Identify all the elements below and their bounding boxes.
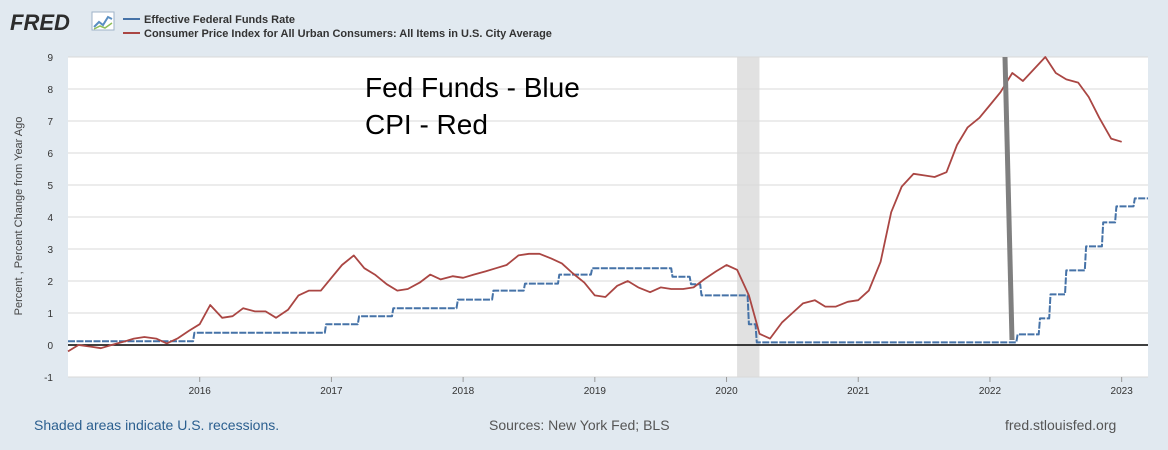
y-tick-label: 5 [47,181,53,192]
x-tick-label: 2017 [320,386,343,397]
x-tick-label: 2021 [847,386,870,397]
vertical-marker [1002,56,1015,341]
x-tick-label: 2023 [1111,386,1134,397]
y-tick-label: 2 [47,277,53,288]
y-tick-label: 0 [47,341,53,352]
legend-label-fed-funds[interactable]: Effective Federal Funds Rate [144,14,295,26]
recession-note-link[interactable]: Shaded areas indicate U.S. recessions. [34,417,280,433]
sources-note: Sources: New York Fed; BLS [489,417,670,433]
x-tick-label: 2019 [584,386,607,397]
fred-logo[interactable]: FRED [10,10,115,35]
y-tick-label: 1 [47,309,53,320]
y-tick-label: 4 [47,213,53,224]
y-tick-label: -1 [44,373,53,384]
series [67,56,1148,353]
y-axis-title: Percent , Percent Change from Year Ago [13,117,25,316]
x-tick-label: 2018 [452,386,475,397]
annotation-fed-funds: Fed Funds - Blue [365,72,580,103]
x-tick-label: 2016 [189,386,212,397]
y-tick-label: 6 [47,149,53,160]
y-tick-label: 7 [47,117,53,128]
fred-site-link[interactable]: fred.stlouisfed.org [1005,417,1117,433]
fred-logo-text: FRED [10,10,70,35]
legend: Effective Federal Funds Rate Consumer Pr… [123,14,552,40]
cpi-line [67,56,1122,353]
fed-funds-line [68,197,1148,344]
y-tick-label: 9 [47,53,53,64]
x-tick-label: 2022 [979,386,1002,397]
x-tick-label: 2020 [715,386,738,397]
legend-label-cpi[interactable]: Consumer Price Index for All Urban Consu… [144,28,552,40]
annotation-cpi: CPI - Red [365,109,488,140]
y-tick-label: 3 [47,245,53,256]
y-axis-ticks: -1 0 1 2 3 4 5 6 7 8 9 [44,53,53,384]
annotation: Fed Funds - Blue CPI - Red [365,72,580,140]
x-axis-ticks: 2016 2017 2018 2019 2020 2021 2022 2023 [189,377,1134,397]
trend-chart-icon [91,11,115,31]
y-tick-label: 8 [47,85,53,96]
